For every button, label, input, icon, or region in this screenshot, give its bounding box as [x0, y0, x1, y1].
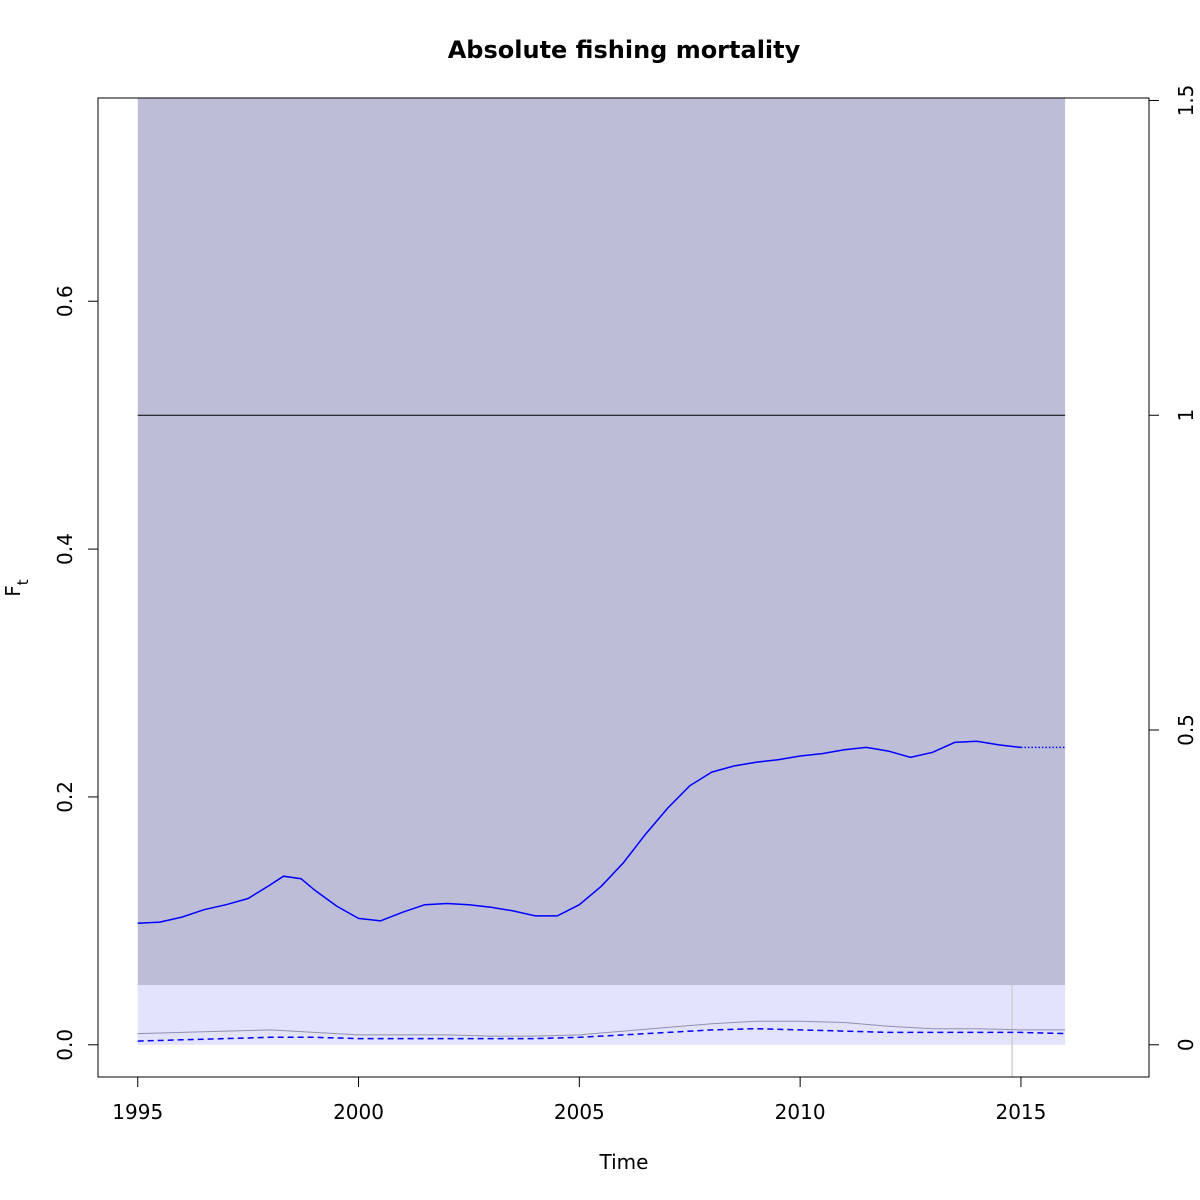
y-axis-label-subscript: t: [14, 579, 32, 585]
y-axis-label-main: F: [1, 585, 25, 597]
y-axis-label: Ft: [1, 579, 32, 597]
confidence-bands: [137, 98, 1066, 1045]
y-axis-left: 0.0 0.2 0.4 0.6: [53, 285, 98, 1061]
inner-confidence-band: [137, 985, 1066, 1045]
x-axis: 1995 2000 2005 2010 2015: [112, 1076, 1046, 1124]
right-y-tick-label: 1.5: [1174, 85, 1198, 117]
right-y-tick-label: 1: [1174, 409, 1198, 422]
series-line-solid: [137, 740, 1021, 925]
outer-confidence-band: [137, 98, 1066, 986]
right-y-tick-label: 0.5: [1174, 714, 1198, 746]
y-tick-label: 0.2: [53, 781, 77, 813]
right-y-tick-label: 0: [1174, 1038, 1198, 1051]
x-axis-label: Time: [599, 1150, 649, 1174]
x-tick-label: 1995: [112, 1100, 163, 1124]
x-tick-label: 2015: [995, 1100, 1046, 1124]
series-line-thin: [137, 1020, 1066, 1037]
series-lines: [137, 414, 1066, 1077]
series-line-dashed: [137, 1027, 1066, 1042]
y-tick-label: 0.0: [53, 1029, 77, 1061]
y-axis-right: 0 0.5 1 1.5: [1149, 85, 1198, 1051]
y-tick-label: 0.4: [53, 533, 77, 565]
x-tick-label: 2000: [333, 1100, 384, 1124]
x-tick-label: 2010: [775, 1100, 826, 1124]
chart-title: Absolute fishing mortality: [448, 36, 801, 64]
y-tick-label: 0.6: [53, 285, 77, 317]
x-tick-label: 2005: [554, 1100, 605, 1124]
